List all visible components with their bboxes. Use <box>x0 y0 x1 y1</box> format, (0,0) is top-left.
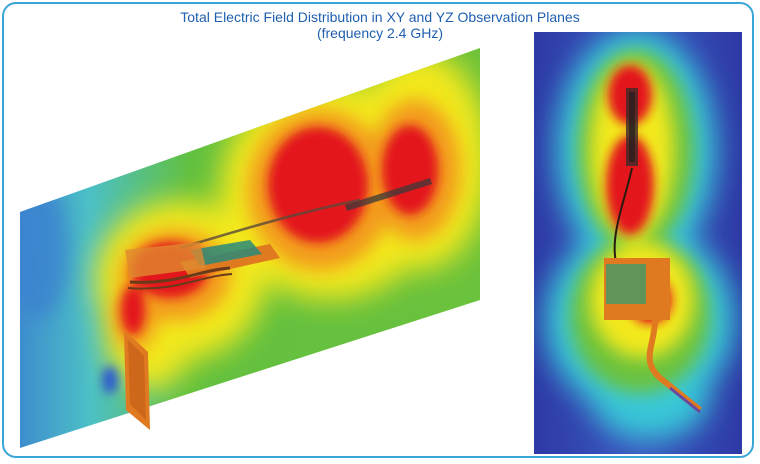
figure-title: Total Electric Field Distribution in XY … <box>180 9 580 25</box>
figure-title-block: Total Electric Field Distribution in XY … <box>0 9 760 41</box>
figure-frame <box>2 2 754 458</box>
yz-antenna-assembly <box>604 88 702 414</box>
figure-subtitle: (frequency 2.4 GHz) <box>316 25 444 41</box>
xy-antenna-assembly <box>124 178 432 430</box>
